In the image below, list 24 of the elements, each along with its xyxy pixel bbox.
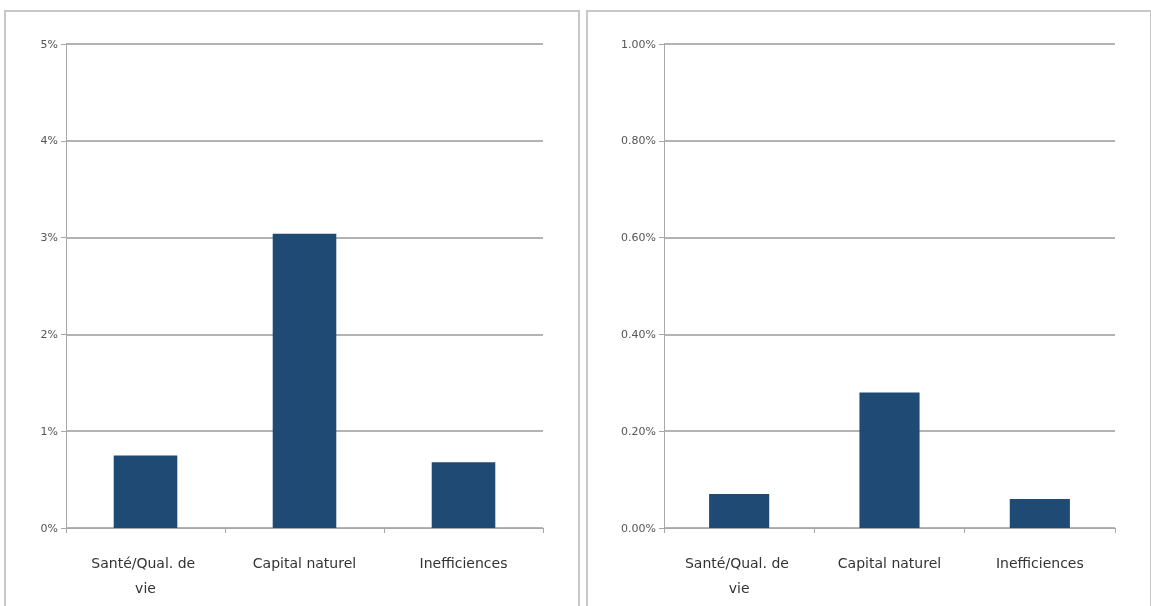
x-tick-label: Capital naturel: [252, 554, 357, 571]
x-tick-label: Inefficiences: [419, 554, 508, 571]
y-tick-label: 0.20%: [621, 424, 656, 438]
y-tick-label: 2%: [40, 327, 58, 341]
y-tick-label: 1.00%: [621, 37, 656, 51]
y-tick-label: 0.80%: [621, 134, 656, 148]
x-tick-label: Santé/Qual. de vie: [91, 554, 200, 596]
y-tick-label: 0%: [40, 521, 58, 535]
y-tick-label: 0.40%: [621, 327, 656, 341]
y-tick-label: 1%: [40, 424, 58, 438]
y-tick-label: 5%: [40, 37, 58, 51]
bar: [709, 494, 770, 528]
bar: [859, 392, 920, 528]
y-tick-label: 0.00%: [621, 521, 656, 535]
x-tick-label: Capital naturel: [837, 554, 942, 571]
bar: [1009, 498, 1070, 528]
bar: [272, 233, 337, 528]
x-tick-label: Santé/Qual. de vie: [684, 554, 794, 596]
y-tick-label: 0.60%: [621, 231, 656, 245]
bar: [113, 455, 178, 528]
y-tick-label: 4%: [40, 134, 58, 148]
bar: [431, 462, 496, 528]
x-tick-label: Inefficiences: [995, 554, 1084, 571]
y-tick-label: 3%: [40, 231, 58, 245]
